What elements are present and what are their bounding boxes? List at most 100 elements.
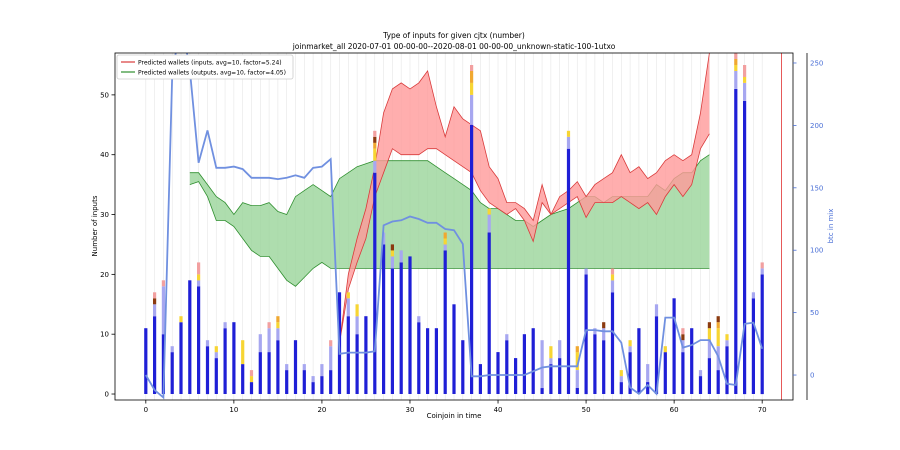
bar-68-seg-0 <box>743 100 747 395</box>
inputs-band <box>339 53 710 344</box>
bar-65-seg-0 <box>716 370 720 394</box>
bar-43-seg-0 <box>522 334 526 394</box>
bar-23-seg-0 <box>346 316 350 394</box>
bar-67-seg-3 <box>734 59 738 65</box>
chart-subtitle: joinmarket_all 2020-07-01 00-00-00--2020… <box>292 42 616 51</box>
legend: Predicted wallets (inputs, avg=10, facto… <box>116 54 294 80</box>
x-tick-label-6: 60 <box>670 406 679 414</box>
bar-4-seg-2 <box>179 316 183 323</box>
bar-14-seg-0 <box>267 352 271 394</box>
bar-14-seg-5 <box>267 322 271 329</box>
bar-53-seg-2 <box>610 274 615 281</box>
bar-63-seg-0 <box>698 376 703 394</box>
bar-60-seg-0 <box>672 298 676 394</box>
bar-27-seg-0 <box>382 244 386 394</box>
bar-45-seg-1 <box>540 340 544 389</box>
legend-box <box>116 54 294 80</box>
bar-59-seg-2 <box>663 346 667 353</box>
bar-13-seg-0 <box>258 352 262 394</box>
bar-57-seg-0 <box>646 382 650 395</box>
bar-39-seg-2 <box>487 208 491 215</box>
bar-17-seg-0 <box>293 340 298 394</box>
bar-23-seg-1 <box>346 298 350 317</box>
y2-axis-label: btc in mix <box>827 209 835 244</box>
bar-58-seg-1 <box>654 304 659 317</box>
bar-48-seg-0 <box>566 148 571 394</box>
bar-67-seg-0 <box>734 88 738 395</box>
y2-axis: 0 50 100 150 200 250 <box>793 53 823 400</box>
bar-2-seg-5 <box>161 280 165 287</box>
bar-21-seg-5 <box>329 340 333 347</box>
y2-tick-label-1: 50 <box>810 309 819 317</box>
bar-63-seg-1 <box>698 370 703 377</box>
bar-47-seg-1 <box>558 340 562 359</box>
bar-10-seg-0 <box>232 322 236 394</box>
bar-62-seg-0 <box>690 328 694 394</box>
bar-49-seg-2 <box>575 352 579 370</box>
bar-37-seg-1 <box>470 94 474 125</box>
x-tick-label-5: 50 <box>582 406 591 414</box>
bar-15-seg-0 <box>276 340 280 394</box>
bar-56-seg-0 <box>637 328 641 394</box>
bar-59-seg-0 <box>663 352 667 394</box>
bar-1-seg-0 <box>153 316 157 394</box>
bar-41-seg-1 <box>505 334 509 341</box>
bar-3-seg-0 <box>170 352 174 394</box>
bar-46-seg-2 <box>549 346 553 359</box>
bar-31-seg-1 <box>417 316 421 323</box>
bar-1-seg-1 <box>153 304 157 317</box>
bar-70-seg-1 <box>760 268 764 275</box>
bar-6-seg-5 <box>197 262 201 275</box>
y-tick-label-5: 50 <box>100 91 109 99</box>
bar-19-seg-1 <box>311 376 315 383</box>
bar-70-seg-5 <box>760 262 764 269</box>
bar-50-seg-0 <box>584 274 588 395</box>
legend-label-inputs: Predicted wallets (inputs, avg=10, facto… <box>138 60 282 67</box>
bar-25-seg-0 <box>364 316 368 394</box>
bar-55-seg-2 <box>628 340 632 347</box>
bar-21-seg-0 <box>329 370 333 394</box>
bar-26-seg-0 <box>373 172 377 395</box>
outputs-lower-line <box>189 181 710 287</box>
bar-28-seg-4 <box>390 244 394 251</box>
bar-67-seg-1 <box>734 70 738 89</box>
bar-11-seg-0 <box>241 364 245 394</box>
bar-3-seg-1 <box>170 346 174 353</box>
bar-67-seg-2 <box>734 65 738 71</box>
bar-61-seg-4 <box>681 334 685 341</box>
bar-26-seg-2 <box>373 148 377 161</box>
plot-frame <box>114 52 794 401</box>
bar-11-seg-2 <box>241 340 245 365</box>
bar-45-seg-0 <box>540 388 544 394</box>
bar-53-seg-0 <box>610 292 615 394</box>
bar-37-seg-5 <box>470 65 474 71</box>
bar-1-seg-5 <box>153 292 157 299</box>
bar-66-seg-1 <box>725 340 729 347</box>
bar-5-seg-0 <box>188 280 192 394</box>
bar-51-seg-0 <box>593 334 597 394</box>
bar-53-seg-5 <box>610 268 615 275</box>
y2-tick-label-5: 250 <box>810 59 823 67</box>
bar-65-seg-3 <box>716 322 720 329</box>
bar-68-seg-2 <box>743 76 747 83</box>
bar-34-seg-2 <box>443 238 447 245</box>
bar-30-seg-0 <box>408 256 412 394</box>
bar-7-seg-0 <box>205 346 210 395</box>
bar-29-seg-0 <box>399 262 403 394</box>
y2-tick-label-3: 150 <box>810 184 823 192</box>
bar-6-seg-1 <box>197 280 201 287</box>
bars <box>144 53 764 395</box>
y-axis-label: Number of inputs <box>91 195 99 256</box>
bar-55-seg-1 <box>628 346 632 353</box>
bar-46-seg-0 <box>549 364 553 394</box>
bar-69-seg-1 <box>751 292 755 299</box>
bar-39-seg-0 <box>487 232 491 394</box>
bar-64-seg-4 <box>707 322 711 329</box>
x-tick-label-0: 0 <box>144 406 148 414</box>
y2-tick-label-4: 200 <box>810 122 823 130</box>
bar-21-seg-1 <box>329 346 333 371</box>
x-tick-label-3: 30 <box>406 406 415 414</box>
bar-16-seg-1 <box>285 364 289 371</box>
bar-47-seg-0 <box>558 358 562 394</box>
bar-58-seg-0 <box>654 316 659 394</box>
